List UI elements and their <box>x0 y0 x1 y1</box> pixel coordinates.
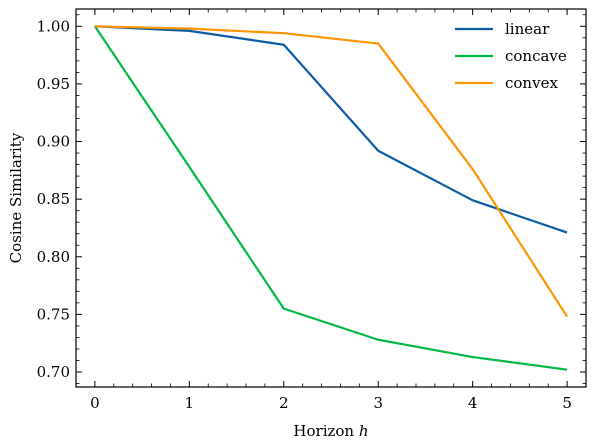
series-line-convex <box>94 25 569 318</box>
minor-ticks <box>75 9 587 387</box>
y-tick-label: 0.80 <box>37 248 70 266</box>
x-tick-label: 4 <box>468 394 478 412</box>
major-ticks <box>76 9 586 387</box>
x-tick-label: 2 <box>279 394 289 412</box>
legend: linear concave convex <box>455 20 567 92</box>
series-line-linear <box>94 25 568 234</box>
y-axis-title: Cosine Similarity <box>7 132 25 263</box>
y-tick-label: 0.90 <box>37 133 70 151</box>
legend-label-concave: concave <box>505 47 567 65</box>
y-tick-label: 0.95 <box>37 75 70 93</box>
x-axis-title: Horizon h <box>293 422 368 440</box>
x-tick-label: 5 <box>562 394 572 412</box>
y-tick-label: 0.75 <box>37 305 70 323</box>
tick-labels: 0 1 2 3 4 5 0.70 0.75 0.80 0.85 0.90 0.95 1.00 <box>37 17 572 412</box>
series-line-concave <box>93 25 568 371</box>
legend-label-convex: convex <box>505 74 558 92</box>
x-tick-label: 3 <box>373 394 383 412</box>
x-axis-title-var: h <box>359 422 369 440</box>
plot-frame <box>75 8 587 388</box>
y-tick-label: 0.85 <box>37 190 70 208</box>
x-axis-title-text: Horizon <box>293 422 354 440</box>
y-tick-label: 1.00 <box>37 17 70 35</box>
series-lines <box>93 25 569 371</box>
x-tick-label: 1 <box>185 394 195 412</box>
legend-label-linear: linear <box>505 20 550 38</box>
y-tick-label: 0.70 <box>37 363 70 381</box>
x-tick-label: 0 <box>90 394 100 412</box>
